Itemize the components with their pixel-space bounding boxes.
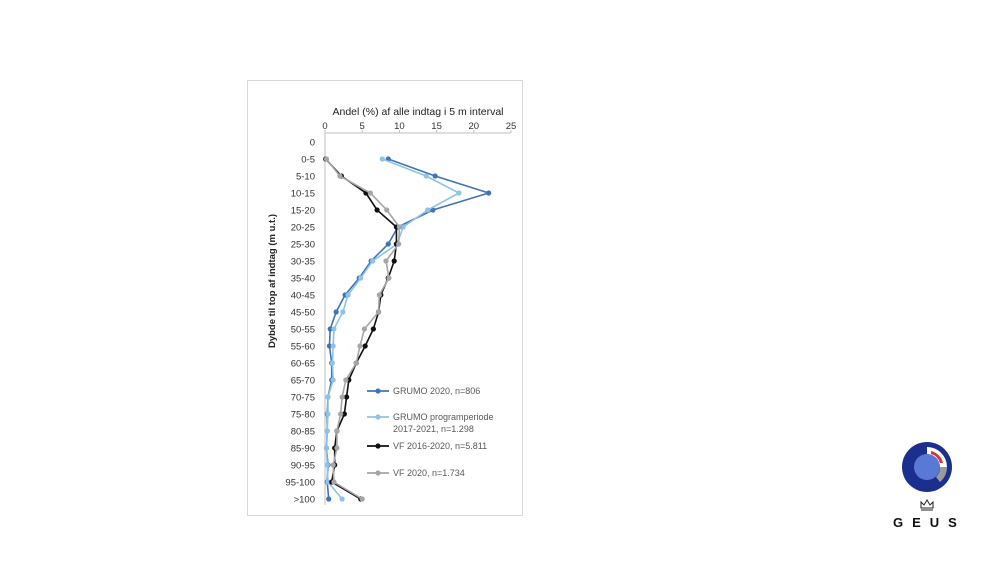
data-point <box>358 275 364 281</box>
legend-marker <box>375 388 381 394</box>
y-tick-label: 0-5 <box>301 155 315 166</box>
data-point <box>339 496 345 502</box>
y-tick-label: 70-75 <box>291 393 315 404</box>
y-tick-label: 90-95 <box>291 461 315 472</box>
line-chart: Andel (%) af alle indtag i 5 m interval 0… <box>267 106 517 506</box>
y-tick-label: 95-100 <box>285 478 315 489</box>
data-point <box>338 411 344 417</box>
chart-area: Andel (%) af alle indtag i 5 m interval 0… <box>247 80 523 516</box>
data-point <box>330 343 336 349</box>
data-point <box>391 258 397 264</box>
data-point <box>379 156 385 162</box>
y-tick-label: 20-25 <box>291 223 315 234</box>
y-tick-label: 10-15 <box>291 189 315 200</box>
y-tick-label: 60-65 <box>291 359 315 370</box>
data-point <box>425 207 431 213</box>
y-tick-label: 5-10 <box>296 172 315 183</box>
data-point <box>456 190 462 196</box>
y-tick-label: 75-80 <box>291 410 315 421</box>
data-point <box>423 173 429 179</box>
data-point <box>327 326 333 332</box>
y-tick-label: 65-70 <box>291 376 315 387</box>
legend-marker <box>375 414 381 420</box>
data-point <box>385 241 391 247</box>
data-point <box>325 479 331 485</box>
y-tick-label: 35-40 <box>291 274 315 285</box>
chart-title: Andel (%) af alle indtag i 5 m interval <box>333 106 504 118</box>
geus-logo <box>890 440 970 535</box>
x-tick-label: 5 <box>360 121 365 132</box>
data-point <box>329 360 336 366</box>
y-tick-label: 40-45 <box>291 291 315 302</box>
data-point <box>330 377 336 383</box>
data-point <box>340 309 346 315</box>
x-tick-label: 0 <box>322 121 327 132</box>
data-point <box>331 326 337 332</box>
y-tick-label: 50-55 <box>291 325 315 336</box>
data-point <box>323 445 330 451</box>
data-point <box>361 326 368 332</box>
x-tick-label: 10 <box>394 121 405 132</box>
legend-marker <box>375 443 381 449</box>
data-point <box>334 445 340 451</box>
y-tick-label: 0 <box>310 138 315 149</box>
data-point <box>333 309 339 315</box>
data-point <box>330 462 336 468</box>
legend-label: VF 2020, n=1.734 <box>393 468 465 478</box>
data-point <box>341 411 347 417</box>
data-point <box>396 241 402 247</box>
data-point <box>383 258 389 264</box>
y-tick-label: 30-35 <box>291 257 315 268</box>
data-point <box>326 496 332 502</box>
data-point <box>367 190 373 196</box>
data-point <box>400 224 406 230</box>
data-point <box>353 360 359 366</box>
y-tick-label: >100 <box>294 495 315 506</box>
data-point <box>386 275 392 281</box>
data-point <box>362 343 368 349</box>
data-point <box>334 428 340 434</box>
legend-label: GRUMO 2020, n=806 <box>393 386 480 396</box>
legend-label: VF 2016-2020, n=5.811 <box>393 441 487 451</box>
data-point <box>357 343 363 349</box>
data-point <box>370 258 376 264</box>
data-point <box>325 411 331 417</box>
data-point <box>323 156 330 162</box>
logo-text: GEUS <box>893 515 966 530</box>
y-tick-label: 25-30 <box>291 240 315 251</box>
data-point <box>331 479 337 485</box>
data-point <box>486 190 492 196</box>
x-tick-label: 25 <box>506 121 517 132</box>
legend-label: GRUMO programperiode 2017-2021, n=1.298 <box>393 412 494 434</box>
data-point <box>375 309 382 315</box>
data-point <box>325 394 331 400</box>
data-point <box>324 462 330 468</box>
y-axis-label: Dybde til top af indtag (m u.t.) <box>267 214 278 348</box>
y-tick-label: 45-50 <box>291 308 315 319</box>
data-point <box>370 326 376 332</box>
data-point <box>343 394 350 400</box>
data-point <box>324 428 330 434</box>
data-point <box>326 343 333 349</box>
x-tick-label: 15 <box>431 121 442 132</box>
data-point <box>432 173 438 179</box>
data-point <box>396 224 402 230</box>
y-tick-label: 85-90 <box>291 444 315 455</box>
y-tick-label: 80-85 <box>291 427 315 438</box>
data-point <box>337 173 343 179</box>
data-point <box>339 394 345 400</box>
y-tick-label: 15-20 <box>291 206 315 217</box>
data-point <box>359 496 365 502</box>
data-point <box>374 207 380 213</box>
data-point <box>345 292 351 298</box>
legend-marker <box>375 470 381 476</box>
data-point <box>343 377 349 383</box>
x-tick-label: 20 <box>469 121 480 132</box>
data-point <box>376 292 382 298</box>
data-point <box>384 207 390 213</box>
y-tick-label: 55-60 <box>291 342 315 353</box>
